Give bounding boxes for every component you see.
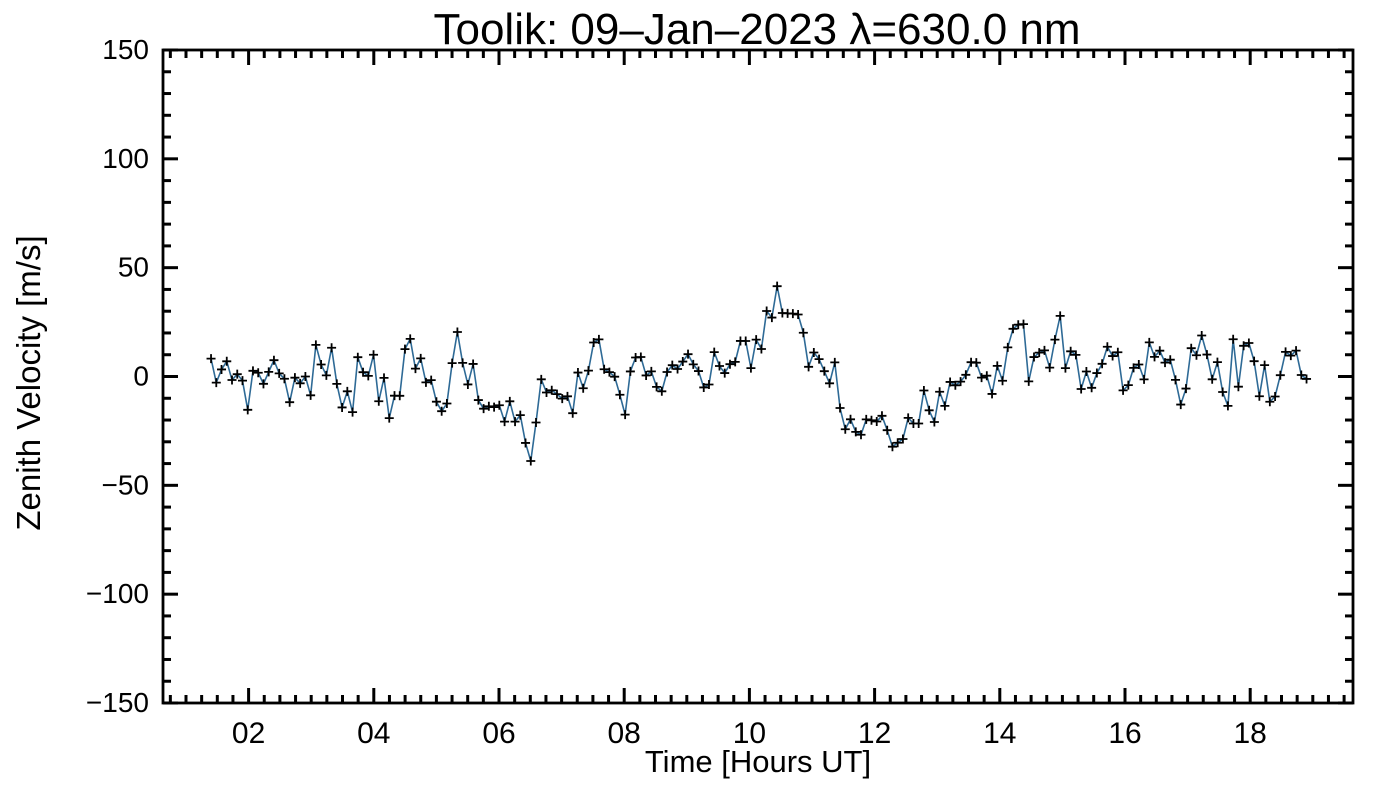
svg-text:50: 50 — [118, 252, 149, 283]
svg-text:18: 18 — [1234, 717, 1267, 750]
svg-text:16: 16 — [1108, 717, 1141, 750]
svg-text:100: 100 — [102, 143, 149, 174]
svg-text:−50: −50 — [102, 469, 150, 500]
svg-text:08: 08 — [608, 717, 641, 750]
svg-text:−150: −150 — [86, 687, 149, 718]
svg-text:04: 04 — [357, 717, 390, 750]
svg-text:0: 0 — [133, 361, 149, 392]
svg-text:Zenith Velocity [m/s]: Zenith Velocity [m/s] — [10, 235, 47, 530]
svg-text:Time [Hours UT]: Time [Hours UT] — [645, 744, 871, 779]
svg-text:02: 02 — [232, 717, 265, 750]
svg-text:06: 06 — [482, 717, 515, 750]
svg-text:Toolik: 09–Jan–2023 λ=630.0: Toolik: 09–Jan–2023 λ=630.0 nm — [433, 5, 1080, 54]
svg-text:−100: −100 — [86, 578, 149, 609]
svg-text:150: 150 — [102, 34, 149, 65]
svg-text:14: 14 — [983, 717, 1016, 750]
